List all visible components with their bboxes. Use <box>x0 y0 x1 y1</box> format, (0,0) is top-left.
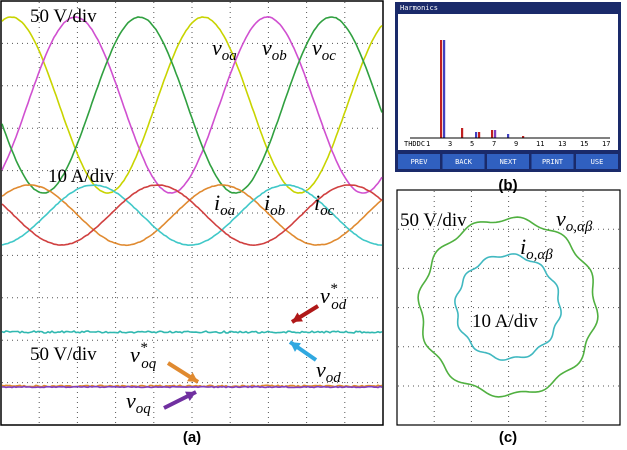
order-label: 15 <box>580 140 588 148</box>
subscript: o,αβ <box>566 219 593 235</box>
subscript: od <box>326 370 342 386</box>
subscript: oq <box>136 401 152 417</box>
order-label: 1 <box>426 140 430 148</box>
subscript: oa <box>222 48 237 64</box>
subscript: oa <box>220 203 235 219</box>
harmonic-bar <box>507 134 509 138</box>
order-label: 7 <box>492 140 496 148</box>
symbol: v <box>212 35 222 60</box>
button-label: PRINT <box>542 158 564 166</box>
waveform <box>2 331 382 333</box>
order-label: THDDC <box>404 140 425 148</box>
symbol: v <box>126 388 136 413</box>
button-label: PREV <box>411 158 429 166</box>
order-label: 3 <box>448 140 452 148</box>
panel-a: 50 V/div10 A/div50 V/divvoavobvocioaiobi… <box>1 1 383 425</box>
scale-label: 50 V/div <box>30 344 97 365</box>
subscript: od <box>331 297 347 313</box>
harmonic-bar <box>494 130 496 138</box>
subscript: o,αβ <box>526 247 553 263</box>
subscript: ob <box>270 203 286 219</box>
harmonic-bar <box>443 40 445 138</box>
scale-label: 50 V/div <box>400 210 467 231</box>
symbol: v <box>320 283 330 308</box>
superscript: * <box>140 340 148 356</box>
order-label: 11 <box>536 140 544 148</box>
caption: (c) <box>499 429 517 446</box>
harmonic-bar <box>440 40 442 138</box>
order-label: 5 <box>470 140 474 148</box>
panel-b: Harmonics THDDC1357911131517PREVBACKNEXT… <box>395 2 621 172</box>
analyzer-title: Harmonics <box>400 4 438 12</box>
subscript: oq <box>141 356 157 372</box>
symbol: v <box>316 357 326 382</box>
analyzer-plot <box>398 14 618 150</box>
button-label: NEXT <box>500 158 518 166</box>
symbol: v <box>556 206 566 231</box>
scale-label: 50 V/div <box>30 6 97 27</box>
order-label: 9 <box>514 140 518 148</box>
subscript: oc <box>322 48 337 64</box>
scale-label: 10 A/div <box>472 311 538 332</box>
symbol: v <box>262 35 272 60</box>
panel-c: 50 V/div10 A/divvo,αβio,αβ <box>397 190 620 425</box>
scale-label: 10 A/div <box>48 166 114 187</box>
subscript: ob <box>272 48 288 64</box>
caption: (a) <box>183 429 201 446</box>
button-label: USE <box>591 158 604 166</box>
symbol: v <box>312 35 322 60</box>
harmonic-bar <box>461 128 463 138</box>
harmonic-bar <box>491 130 493 138</box>
button-label: BACK <box>455 158 473 166</box>
order-label: 13 <box>558 140 566 148</box>
caption: (b) <box>498 177 517 194</box>
superscript: * <box>330 281 338 297</box>
waveform <box>2 387 382 388</box>
order-label: 17 <box>602 140 610 148</box>
harmonic-bar <box>478 132 480 138</box>
symbol: v <box>130 342 140 367</box>
subscript: oc <box>320 203 335 219</box>
figure: 50 V/div10 A/div50 V/divvoavobvocioaiobi… <box>0 0 627 450</box>
harmonic-bar <box>475 132 477 138</box>
